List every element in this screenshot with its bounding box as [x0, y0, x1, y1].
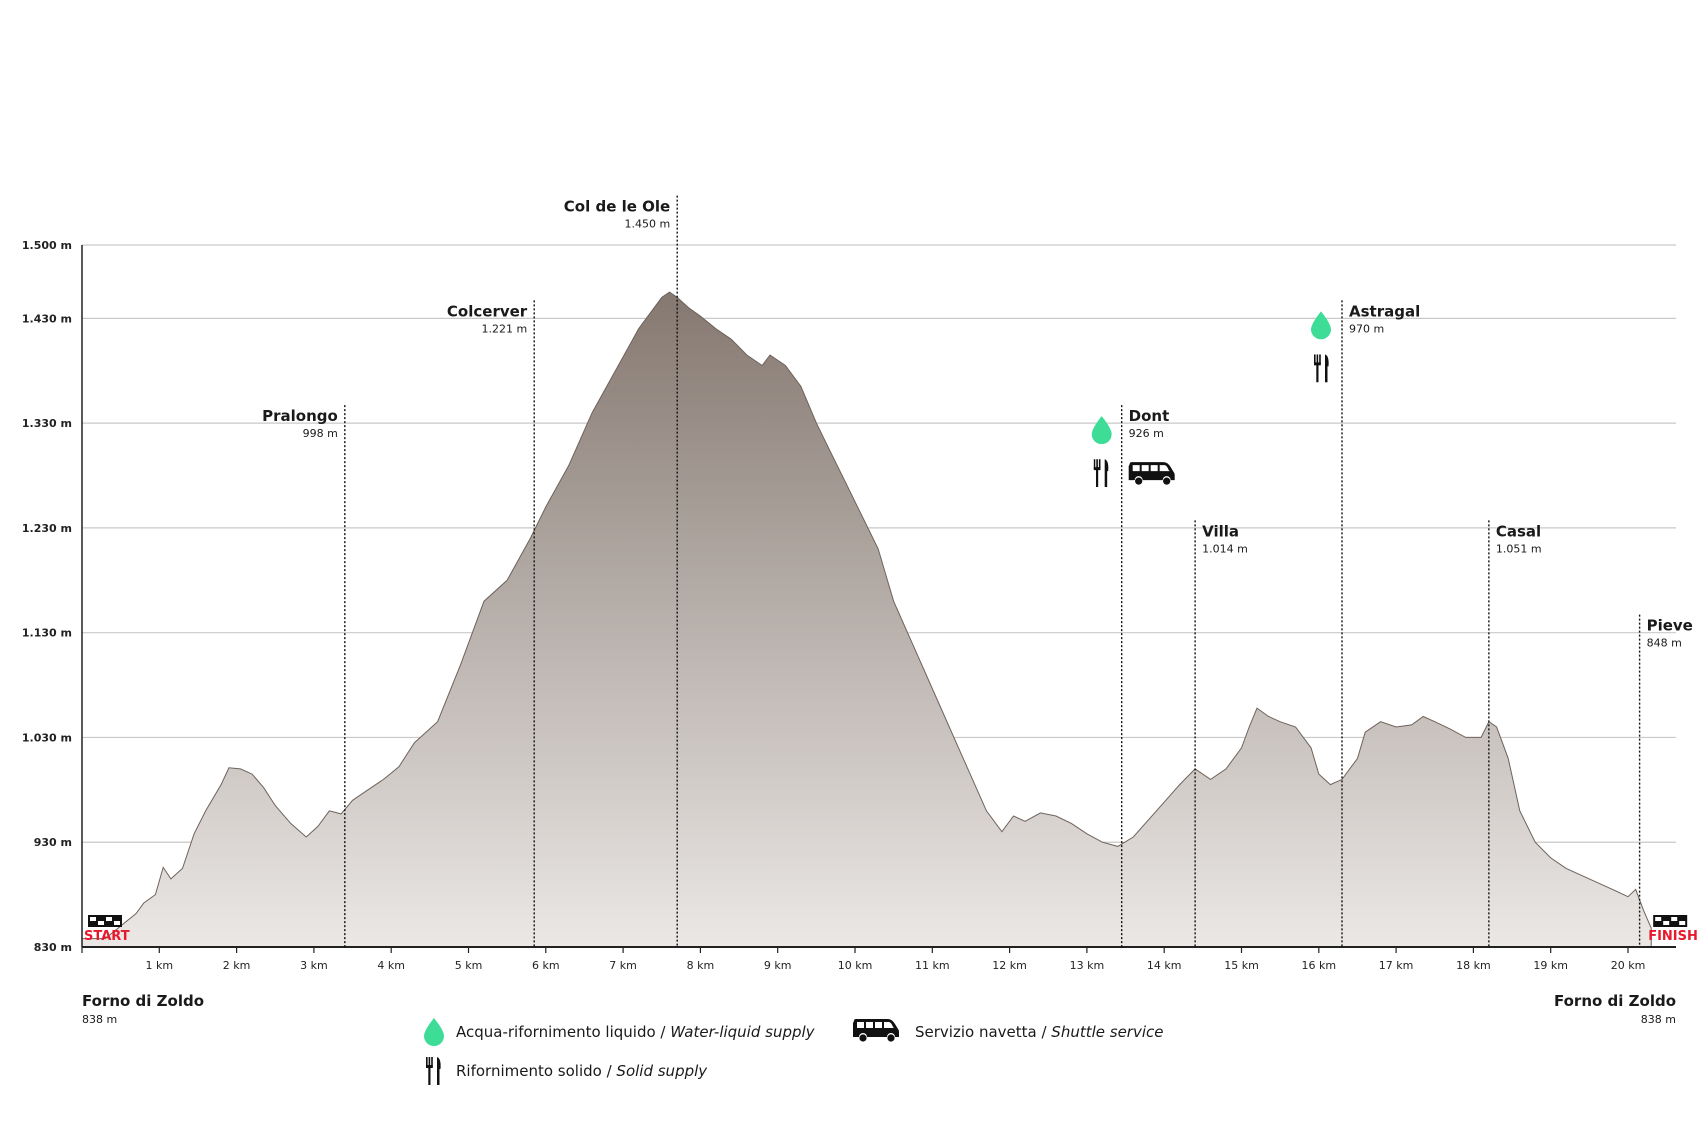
waypoint-elevation: 970 m [1349, 322, 1384, 335]
flag-square [114, 921, 120, 925]
fork-knife-icon [426, 1057, 441, 1085]
waypoint-elevation: 926 m [1129, 427, 1164, 440]
x-tick-label: 5 km [455, 959, 483, 972]
x-tick-label: 10 km [838, 959, 873, 972]
legend-item-solid: Rifornimento solido / Solid supply [426, 1057, 708, 1085]
y-tick-label: 1.030 m [22, 731, 72, 744]
waypoint-elevation: 1.051 m [1496, 542, 1542, 555]
checkered-flag-icon [88, 915, 122, 927]
waypoint-name: Pralongo [262, 407, 338, 425]
y-tick-label: 1.330 m [22, 417, 72, 430]
start-flag: START [84, 915, 130, 944]
legend: Acqua-rifornimento liquido / Water-liqui… [424, 1018, 1164, 1085]
waypoint-name: Casal [1496, 522, 1541, 540]
waypoint-name: Astragal [1349, 302, 1420, 320]
x-tick-label: 15 km [1224, 959, 1259, 972]
x-tick-label: 19 km [1533, 959, 1568, 972]
x-tick-label: 4 km [377, 959, 405, 972]
waypoint-elevation: 1.014 m [1202, 542, 1248, 555]
elevation-area [81, 291, 1652, 948]
x-tick-label: 11 km [915, 959, 950, 972]
legend-item-water: Acqua-rifornimento liquido / Water-liqui… [424, 1018, 816, 1046]
flag-square [1663, 921, 1670, 925]
shuttle-van-icon [1128, 462, 1175, 485]
finish-label: FINISH [1648, 929, 1698, 944]
waypoint-elevation: 1.221 m [482, 322, 528, 335]
fork-knife-icon [1313, 354, 1329, 383]
x-tick-label: 2 km [223, 959, 251, 972]
waypoint-elevation: 998 m [303, 427, 338, 440]
flag-square [1671, 917, 1678, 921]
x-tick-label: 3 km [300, 959, 328, 972]
axes: 830 m 930 m 1.030 m 1.130 m 1.230 m 1.330 m 1.… [22, 239, 1676, 972]
waypoint-icons [1091, 311, 1331, 488]
y-tick-label: 1.430 m [22, 312, 72, 325]
water-drop-icon [1091, 416, 1112, 445]
waypoint-name: Col de le Ole [564, 198, 670, 216]
legend-shuttle-text: Servizio navetta / Shuttle service [915, 1023, 1164, 1041]
x-tick-label: 1 km [146, 959, 174, 972]
flag-square [90, 917, 96, 921]
x-tick-label: 18 km [1456, 959, 1491, 972]
shuttle-van-icon [853, 1019, 899, 1042]
waypoint-elevation: 1.450 m [625, 218, 671, 231]
waypoint-name: Colcerver [447, 302, 528, 320]
finish-flag: FINISH [1648, 915, 1698, 944]
legend-item-shuttle: Servizio navetta / Shuttle service [853, 1019, 1164, 1042]
start-location-elevation: 838 m [82, 1013, 117, 1026]
start-finish-markers: START FINISH Forno di Zoldo 838 m Forno … [82, 915, 1698, 1026]
x-tick-label: 12 km [992, 959, 1027, 972]
legend-solid-text: Rifornimento solido / Solid supply [456, 1062, 708, 1080]
legend-water-text: Acqua-rifornimento liquido / Water-liqui… [456, 1023, 816, 1041]
flag-square [1655, 917, 1662, 921]
waypoint-markers: Pralongo 998 m Colcerver 1.221 m Col de le O… [262, 195, 1693, 947]
x-tick-label: 14 km [1147, 959, 1182, 972]
water-drop-icon [1310, 311, 1331, 340]
x-tick-label: 6 km [532, 959, 560, 972]
waypoint-name: Villa [1202, 522, 1239, 540]
x-tick-label: 8 km [687, 959, 715, 972]
start-location-name: Forno di Zoldo [82, 992, 204, 1010]
fork-knife-icon [1093, 459, 1109, 488]
start-label: START [84, 929, 130, 944]
x-tick-label: 9 km [764, 959, 792, 972]
y-tick-label: 930 m [34, 836, 72, 849]
y-tick-label: 1.230 m [22, 522, 72, 535]
y-tick-label: 1.130 m [22, 627, 72, 640]
checkered-flag-icon [1653, 915, 1688, 927]
y-tick-label: 1.500 m [22, 239, 72, 252]
y-tick-label: 830 m [34, 941, 72, 954]
water-drop-icon [424, 1018, 444, 1046]
waypoint-elevation: 848 m [1647, 637, 1682, 650]
x-tick-label: 7 km [609, 959, 637, 972]
x-tick-label: 16 km [1302, 959, 1337, 972]
flag-square [106, 917, 112, 921]
x-tick-label: 13 km [1070, 959, 1105, 972]
profile-area-layer [81, 291, 1652, 948]
waypoint-name: Pieve [1647, 617, 1693, 635]
waypoint-name: Dont [1129, 407, 1170, 425]
flag-square [1679, 921, 1686, 925]
x-tick-label: 20 km [1611, 959, 1646, 972]
flag-square [98, 921, 104, 925]
x-tick-label: 17 km [1379, 959, 1414, 972]
finish-location-elevation: 838 m [1641, 1013, 1676, 1026]
finish-location-name: Forno di Zoldo [1554, 992, 1676, 1010]
